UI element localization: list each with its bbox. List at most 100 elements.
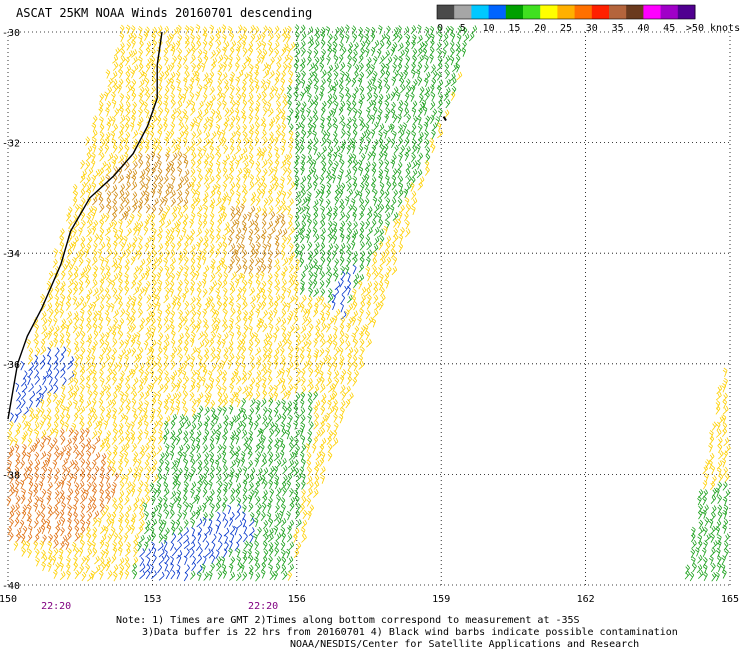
wind-barb [138,152,143,162]
wind-barb [79,174,86,183]
wind-barb [359,48,365,58]
wind-barb [398,129,405,139]
wind-barb [286,331,292,341]
wind-barb [184,501,189,512]
wind-barb [185,182,192,191]
wind-barb [295,258,300,268]
wind-barb [267,347,273,357]
wind-barb [230,206,235,216]
wind-barb [282,570,288,580]
colorbar-tick-label: 45 [663,23,675,34]
wind-barb [105,293,111,304]
pass-time-label: 22:20 [248,601,278,612]
wind-barb [405,146,411,155]
wind-barb [276,495,281,505]
wind-barb [182,510,187,520]
wind-barb [384,93,391,103]
wind-barb [158,548,165,558]
wind-barb [104,212,110,223]
wind-barb [59,450,64,461]
wind-barb [254,212,260,223]
wind-barb [183,375,189,386]
wind-barb [281,413,287,424]
wind-barb [378,301,384,311]
wind-barb [319,55,325,65]
wind-barb [312,181,318,191]
wind-barb [286,390,291,400]
wind-barb [241,79,247,89]
wind-barb [40,524,46,535]
wind-barb [259,258,265,268]
wind-barb [722,367,728,378]
wind-barb [293,533,298,543]
wind-barb [217,532,223,542]
wind-barb [404,197,410,207]
wind-barb [165,34,172,43]
wind-barb [423,41,428,51]
wind-barb [230,100,236,110]
wind-barb [217,54,224,64]
wind-barb [183,169,190,178]
wind-barb [92,548,98,558]
wind-barb [133,221,139,231]
wind-barb [332,437,339,447]
wind-barb [215,197,222,207]
wind-barb [209,145,214,155]
wind-barb [124,205,131,215]
wind-barb [293,315,299,325]
wind-barb [138,377,145,388]
wind-barb [152,391,157,401]
wind-barb [138,63,144,73]
wind-barb [68,371,75,380]
wind-barb [156,355,162,365]
wind-barb [216,369,223,379]
wind-barb [237,70,244,79]
wind-barb [275,427,281,437]
wind-barb [296,502,301,513]
wind-barb [249,174,255,184]
wind-barb [118,68,124,79]
wind-barb [16,400,22,410]
wind-barb [242,494,248,504]
wind-barb [359,227,365,237]
wind-barb [74,489,80,499]
wind-barb [111,159,117,169]
wind-barb [171,435,177,445]
wind-barb [262,368,268,378]
wind-barb [201,502,207,513]
wind-barb [133,533,139,543]
wind-barb [215,524,220,534]
wind-barb [157,257,163,267]
wind-barb [131,242,136,252]
wind-barb [281,325,287,335]
wind-barb [177,338,183,348]
wind-barb [202,123,208,134]
wind-barb [314,27,320,37]
wind-barb [47,509,53,519]
wind-barb [104,257,109,267]
wind-barb [211,258,216,268]
wind-barb [358,361,365,370]
wind-barb [48,270,54,281]
wind-barb [137,353,143,363]
wind-barb [308,398,313,408]
wind-barb [378,219,384,229]
wind-barb [385,235,392,245]
wind-barb [40,339,46,349]
wind-barb [339,62,346,72]
wind-barb [84,248,89,258]
wind-barb [98,145,103,156]
wind-barb [215,32,221,43]
wind-barb [214,459,220,470]
wind-barb [268,385,274,395]
wind-barb [198,355,203,365]
wind-barb [42,534,47,544]
wind-barb [118,234,124,245]
wind-barb [158,213,165,223]
wind-barb [254,347,261,356]
wind-barb [91,459,97,470]
wind-barb [221,385,227,395]
wind-barb [328,317,335,326]
wind-barb [163,25,169,35]
wind-barb [190,444,196,454]
